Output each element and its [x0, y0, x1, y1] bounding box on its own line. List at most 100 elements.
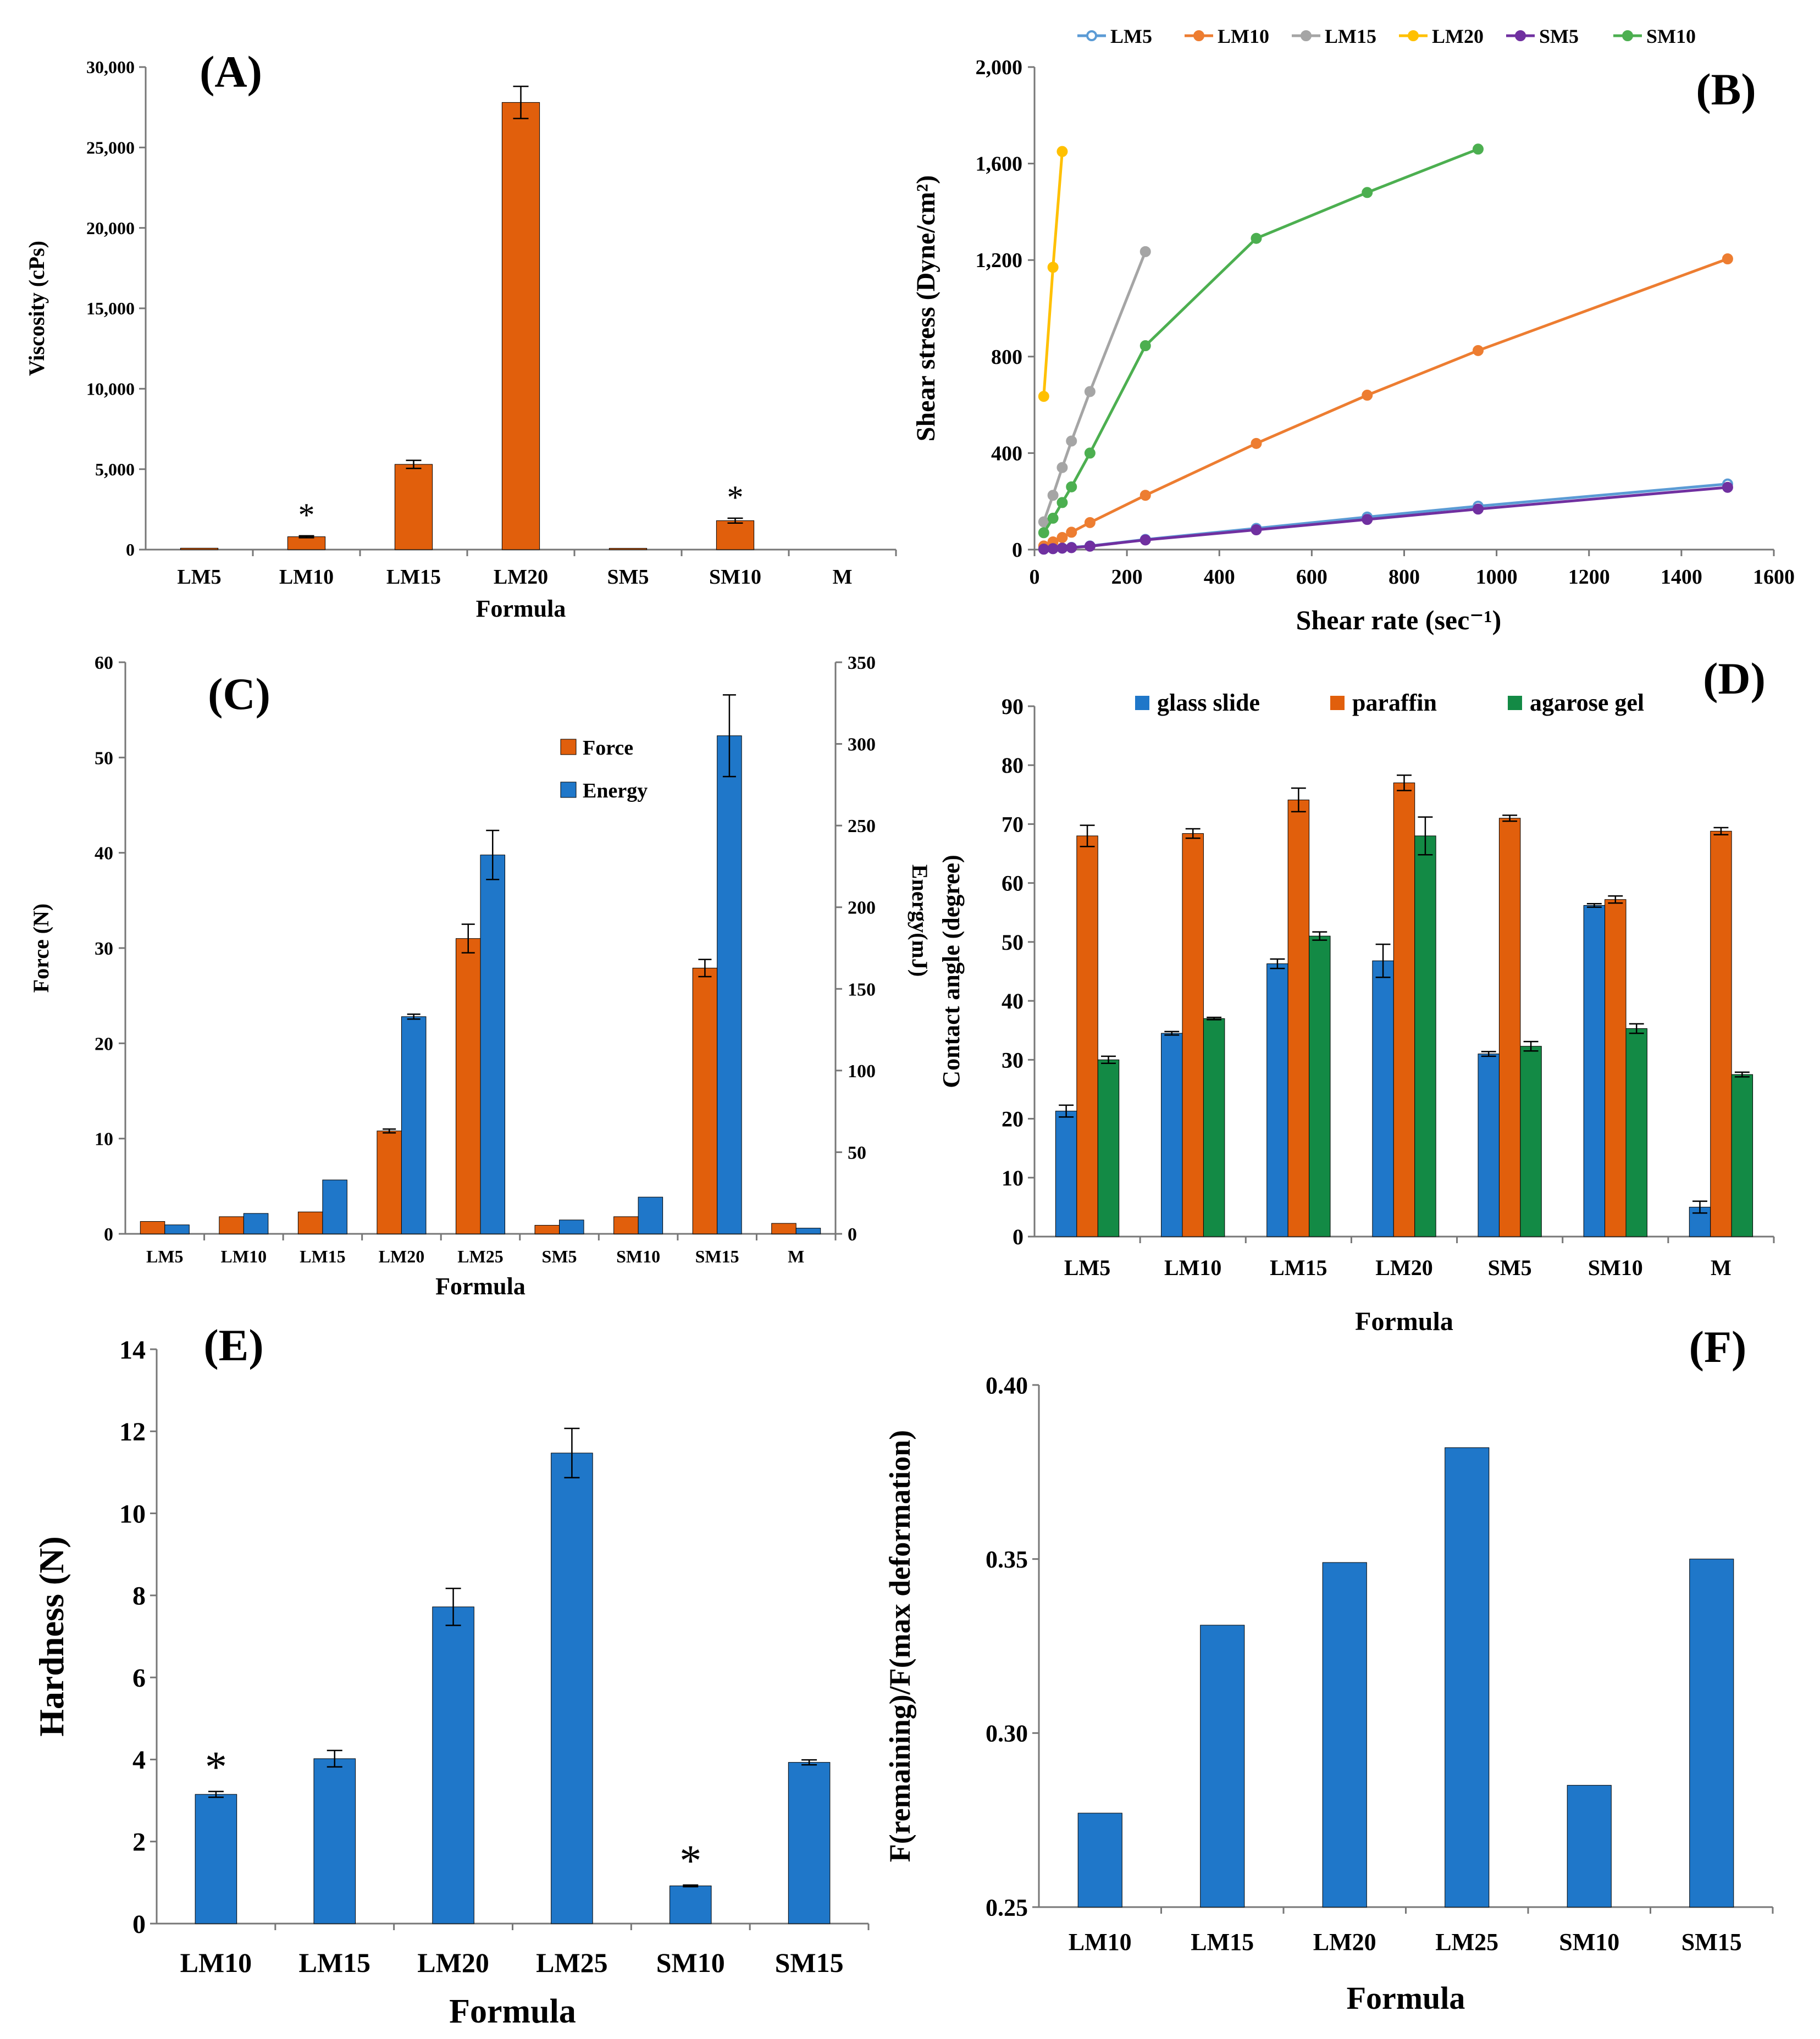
legend-item-SM10: SM10: [1613, 25, 1696, 47]
bar-LM15: [1200, 1625, 1245, 1908]
bar-LM10-Force: [219, 1216, 244, 1234]
y-tick-label: 70: [1002, 812, 1024, 836]
y-axis-title: Hardness (N): [32, 1536, 71, 1736]
y-tick-label: 10: [119, 1499, 146, 1528]
bar-SM5-paraffin: [1498, 818, 1521, 1237]
category-label: LM5: [177, 566, 221, 589]
data-point-SM5: [1251, 524, 1262, 536]
bar-LM25: [551, 1453, 593, 1924]
category-label: LM10: [1164, 1255, 1221, 1280]
bar-SM10-paraffin: [1605, 899, 1627, 1237]
data-point-LM20: [1038, 391, 1049, 402]
category-label: LM15: [298, 1947, 370, 1978]
data-point-SM10: [1139, 340, 1151, 352]
error-bar: [513, 85, 529, 119]
error-bar: [1629, 1023, 1644, 1034]
data-point-SM10: [1056, 497, 1068, 508]
data-point-SM10: [1038, 527, 1049, 539]
data-point-LM10: [1056, 532, 1068, 544]
bar-SM10: [1567, 1785, 1612, 1908]
category-label: LM25: [536, 1947, 608, 1978]
error-bar: [406, 459, 422, 469]
bar-LM15: [313, 1758, 356, 1924]
error-bar: [486, 829, 500, 880]
bar-LM20-Force: [377, 1131, 402, 1234]
bar-LM15: [394, 464, 433, 550]
data-point-SM5: [1722, 481, 1733, 493]
data-point-SM5: [1139, 534, 1151, 546]
bar-LM20: [1322, 1562, 1367, 1908]
y-tick-label: 90: [1002, 694, 1024, 719]
x-tick-label: 0: [1030, 566, 1040, 589]
error-bar: [1312, 931, 1327, 941]
bar-SM15-Force: [692, 967, 718, 1234]
error-bar: [683, 1884, 699, 1888]
panel-label: (A): [200, 47, 262, 97]
y-tick-label: 60: [1002, 871, 1024, 896]
bar-LM5-Energy: [164, 1224, 190, 1234]
x-tick-label: 800: [1388, 566, 1420, 589]
x-tick-label: 1600: [1753, 566, 1795, 589]
legend-label: SM5: [1539, 25, 1579, 47]
bar-SM10: [669, 1885, 712, 1924]
legend-label: LM5: [1110, 25, 1152, 47]
error-bar: [1185, 828, 1201, 839]
x-tick-label: 1000: [1476, 566, 1518, 589]
error-bar: [208, 1791, 224, 1798]
legend-swatch: [560, 782, 577, 798]
error-bar: [1397, 774, 1412, 791]
legend-item-glass-slide: glass slide: [1135, 689, 1260, 716]
data-point-LM15: [1038, 516, 1049, 528]
legend-item-Energy: Energy: [560, 779, 648, 802]
bar-LM20-glass-slide: [1372, 960, 1394, 1237]
bar-SM15: [1689, 1559, 1734, 1908]
category-label: M: [1711, 1255, 1732, 1280]
bar-SM10-glass-slide: [1583, 905, 1606, 1237]
data-point-SM10: [1251, 232, 1262, 244]
y-tick-label: 40: [1002, 989, 1024, 1013]
y-tick-label: 800: [991, 346, 1022, 369]
series-LM15: [1038, 246, 1151, 528]
y-tick-label: 0.40: [986, 1372, 1028, 1399]
bar-LM10-Energy: [243, 1213, 269, 1234]
error-bar: [564, 1427, 580, 1478]
error-bar: [1608, 895, 1623, 904]
bar-LM20-Energy: [401, 1016, 427, 1234]
y-tick-label: 0.30: [986, 1720, 1028, 1747]
y-tick-label-right: 350: [848, 653, 876, 673]
y-tick-label: 0: [1012, 539, 1022, 562]
x-axis-title: Shear rate (sec⁻¹): [1296, 605, 1502, 635]
bar-LM5-paraffin: [1076, 835, 1098, 1237]
category-label: LM20: [1375, 1255, 1432, 1280]
bar-SM15: [788, 1762, 831, 1924]
bar-LM25-Energy: [480, 855, 506, 1234]
panel-label: (E): [203, 1320, 263, 1370]
y-tick-label: 1,200: [976, 249, 1023, 272]
y-tick-label: 20: [1002, 1107, 1024, 1132]
category-label: SM10: [616, 1246, 660, 1266]
data-point-LM10: [1251, 437, 1262, 449]
bar-LM15-Energy: [322, 1179, 347, 1234]
panel-f: 0.25 0.30 0.35 0.40 LM10 LM15 LM20 LM25 SM10 SM15…: [883, 1322, 1774, 2016]
x-tick-label: 600: [1296, 566, 1327, 589]
y-tick-label: 50: [95, 748, 113, 768]
category-label: SM10: [709, 566, 761, 589]
y-tick-label: 25,000: [86, 138, 135, 158]
y-tick-label: 400: [991, 442, 1022, 465]
y-tick-label: 6: [132, 1664, 146, 1693]
category-label: LM15: [1270, 1255, 1327, 1280]
category-label: LM20: [379, 1246, 425, 1266]
bar-M-Force: [771, 1223, 796, 1234]
bar-LM10: [1077, 1813, 1122, 1908]
series-SM5: [1038, 481, 1733, 555]
bar-SM5-agarose-gel: [1520, 1046, 1542, 1237]
y-tick-label-right: 100: [848, 1061, 876, 1082]
error-bar: [1418, 816, 1433, 856]
y-tick-label: 0.25: [986, 1894, 1028, 1921]
significance-mark: *: [298, 497, 315, 533]
y-tick-label-right: 50: [848, 1143, 866, 1163]
bar-LM10-glass-slide: [1161, 1033, 1183, 1237]
bar-SM10-Energy: [638, 1196, 663, 1234]
category-label: LM10: [180, 1947, 252, 1978]
bar-LM10: [195, 1794, 237, 1924]
